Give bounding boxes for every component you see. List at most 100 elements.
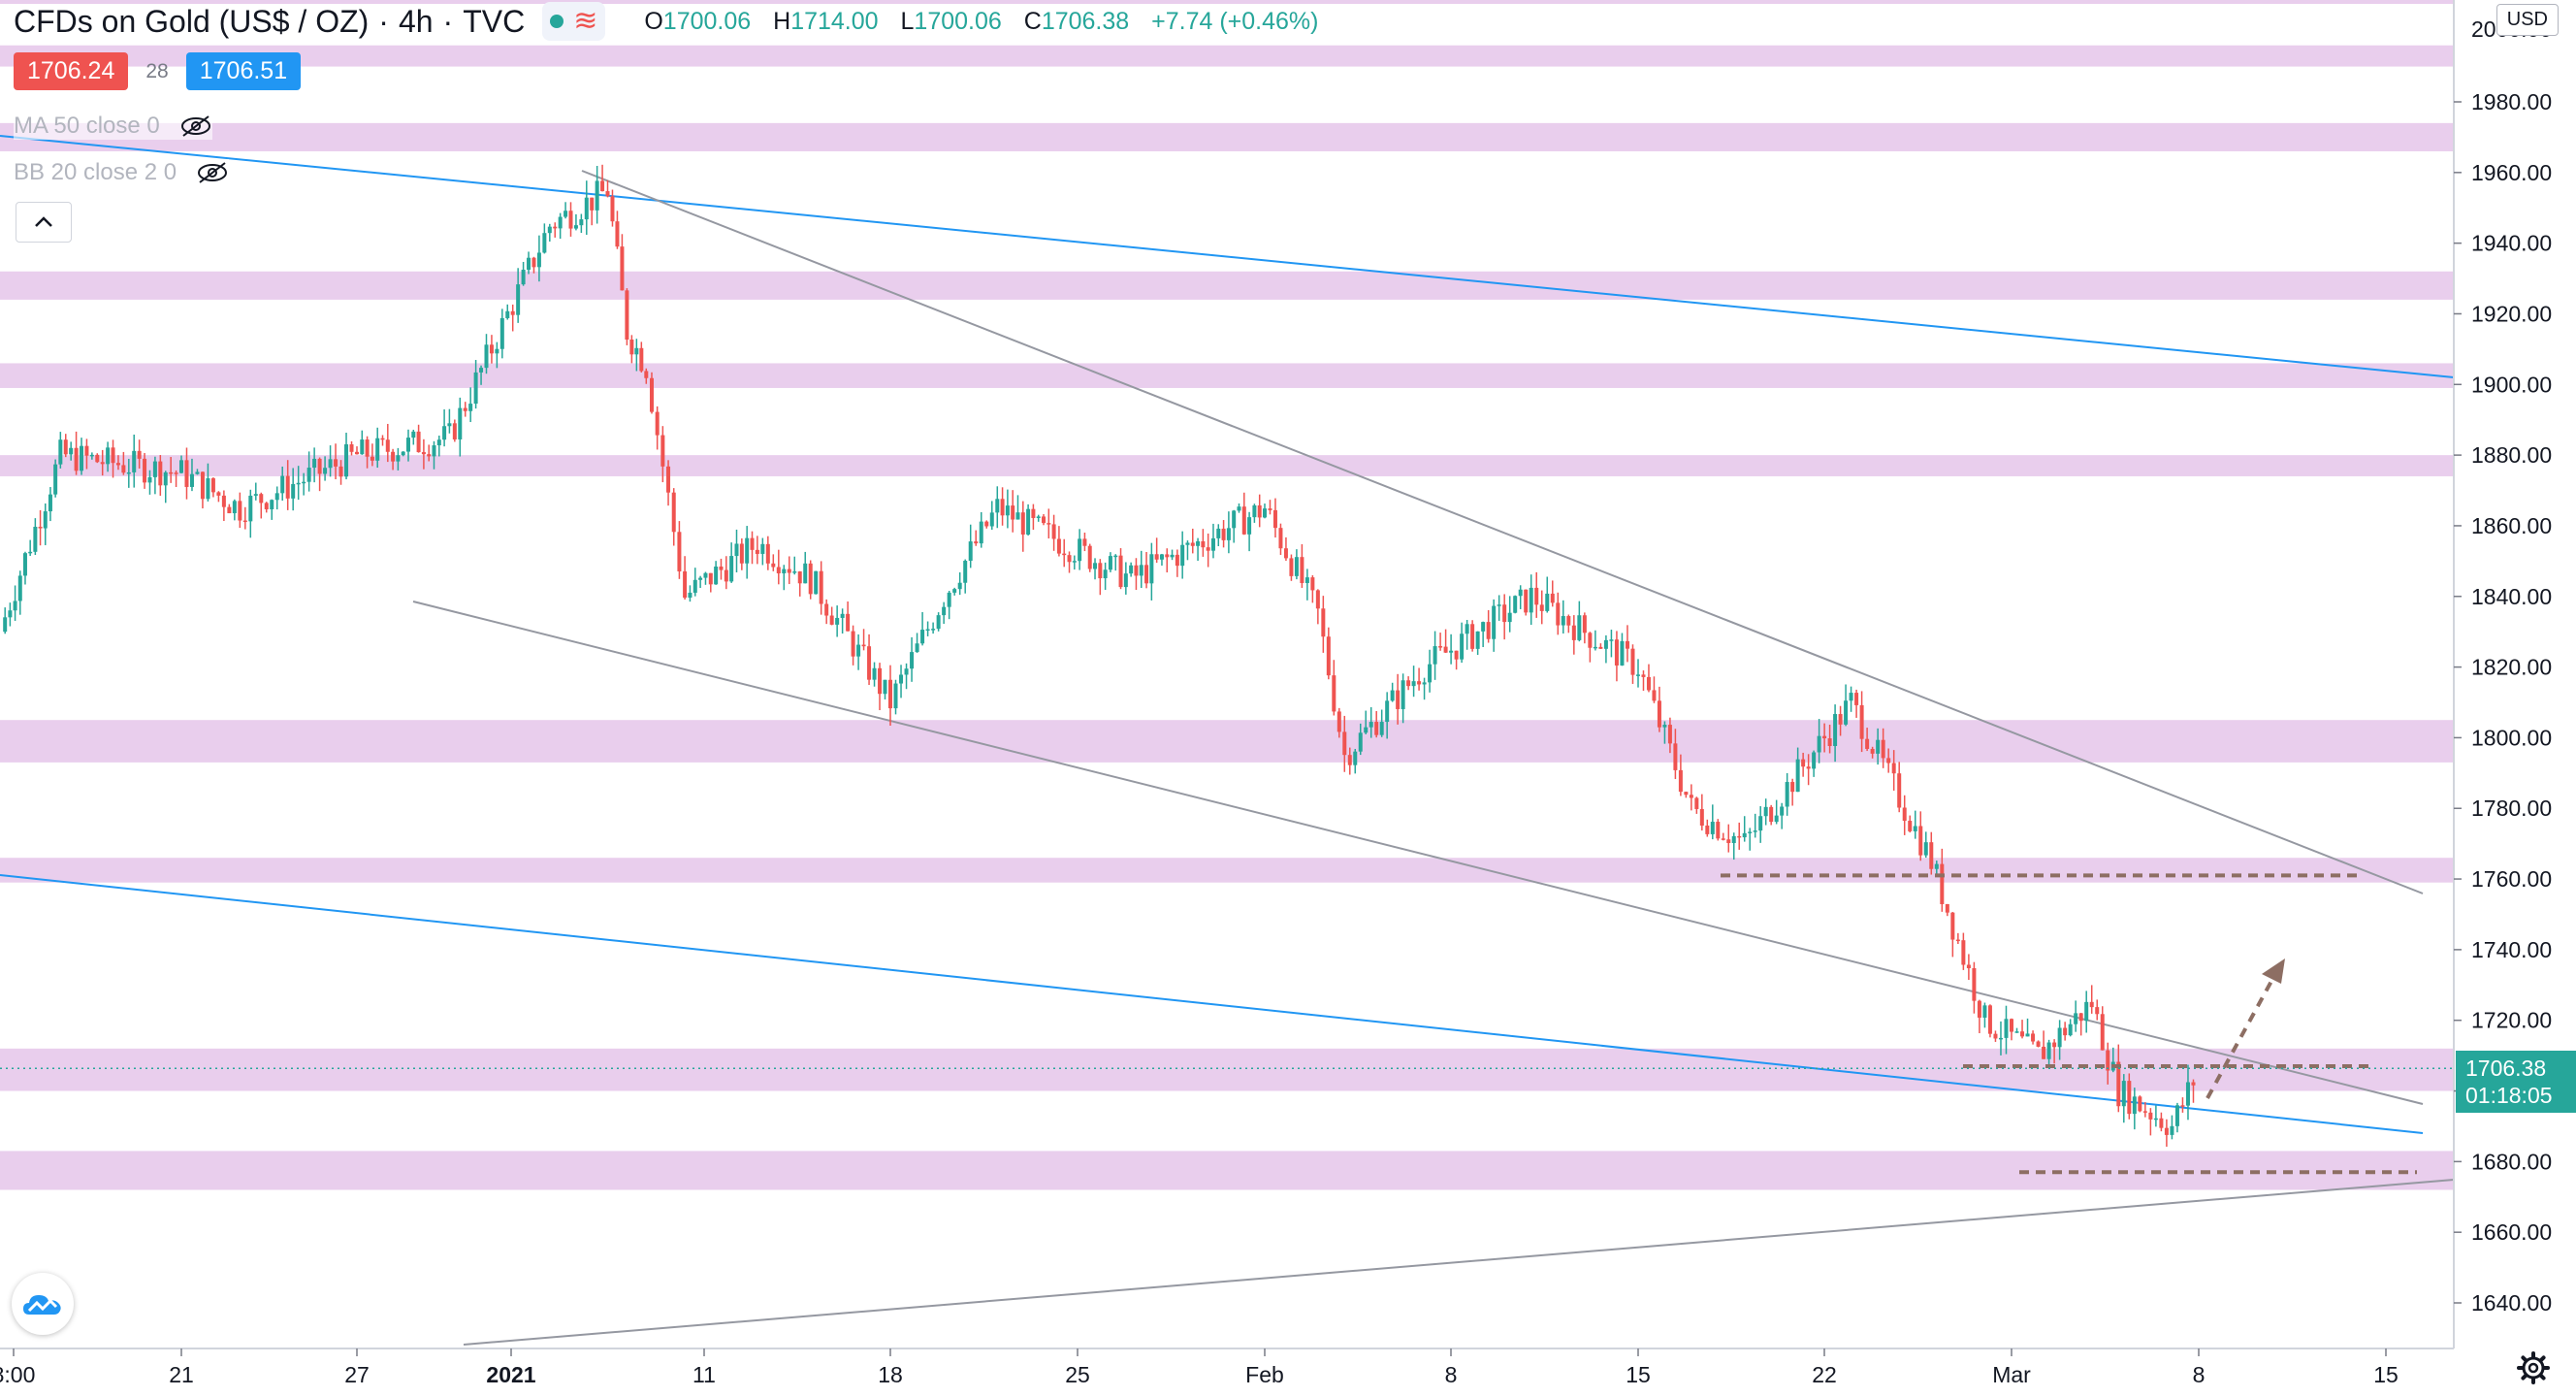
candle-body	[2074, 1013, 2078, 1024]
trendline-upper-blue[interactable]	[0, 135, 2455, 378]
candle-body	[132, 450, 137, 472]
bar-countdown: 01:18:05	[2465, 1083, 2553, 1108]
candle-body	[74, 447, 79, 471]
time-tick-label: Mar	[1992, 1362, 2031, 1387]
candle-body	[1518, 589, 1523, 597]
price-tick-label: 1960.00	[2471, 160, 2552, 185]
projection-arrow[interactable]	[2206, 973, 2277, 1099]
candle-body	[1801, 759, 1806, 767]
candle-body	[1657, 700, 1661, 728]
interval-label[interactable]: 4h	[398, 3, 434, 39]
candle-body	[13, 601, 17, 611]
candle-body	[1278, 528, 1283, 549]
candle-body	[1401, 680, 1405, 709]
indicator-bb[interactable]: BB 20 close 2 0	[14, 159, 230, 186]
candle-body	[1955, 939, 1960, 942]
candle-body	[2036, 1041, 2041, 1047]
sell-price-button[interactable]: 1706.24	[14, 52, 129, 90]
candle-body	[1390, 690, 1395, 701]
indicator-ma[interactable]: MA 50 close 0	[14, 113, 212, 140]
candle-body	[1470, 624, 1475, 649]
candle-body	[1347, 755, 1352, 765]
candle-body	[391, 451, 396, 462]
channel-upper-gray[interactable]	[581, 170, 2424, 894]
price-zones	[0, 0, 2454, 1190]
candle-body	[1154, 554, 1159, 560]
candle-body	[979, 521, 983, 544]
candle-body	[1721, 838, 1725, 840]
candle-body	[1406, 680, 1411, 687]
price-zone	[0, 45, 2454, 67]
candle-body	[1603, 639, 1608, 649]
currency-label[interactable]: USD	[2496, 4, 2559, 36]
candle-body	[63, 439, 68, 455]
collapse-legend-button[interactable]	[16, 202, 72, 243]
candle-body	[179, 460, 183, 473]
candle-body	[1641, 674, 1646, 677]
candle-body	[787, 569, 791, 573]
candle-body	[2014, 1031, 2019, 1033]
candle-body	[1870, 748, 1875, 754]
candle-body	[510, 310, 515, 315]
candle-body	[349, 444, 354, 452]
annotations[interactable]	[0, 873, 2454, 1175]
candle-body	[1180, 544, 1185, 567]
candle-body	[121, 465, 126, 473]
candle-body	[1020, 512, 1025, 535]
candle-body	[253, 494, 258, 496]
separator: ·	[378, 3, 389, 39]
candle-body	[1304, 577, 1309, 583]
candle-body	[1031, 508, 1036, 518]
candle-body	[1652, 690, 1657, 701]
candle-body	[1609, 639, 1614, 641]
candle-body	[814, 570, 819, 595]
time-tick-label: 8:00	[0, 1362, 35, 1387]
candle-body	[840, 613, 845, 618]
candle-body	[666, 466, 671, 493]
buy-price-button[interactable]: 1706.51	[185, 52, 302, 90]
candle-body	[1241, 506, 1246, 535]
legend-header[interactable]: CFDs on Gold (US$ / OZ) · 4h · TVC ≋ O17…	[14, 2, 1334, 41]
candle-body	[1315, 590, 1320, 609]
candle-body	[1108, 556, 1112, 570]
candle-body	[1854, 693, 1859, 705]
candle-body	[1737, 835, 1742, 838]
candle-body	[703, 572, 708, 578]
gear-icon[interactable]	[2516, 1350, 2551, 1385]
candle-body	[573, 225, 578, 229]
candle-body	[957, 582, 962, 590]
candle-body	[447, 423, 452, 427]
eye-hidden-icon[interactable]	[196, 161, 229, 184]
market-status[interactable]: ≋	[542, 2, 606, 41]
candle-body	[1342, 731, 1347, 756]
candle-body	[1716, 822, 1721, 839]
candle-body	[867, 646, 872, 680]
symbol-name[interactable]: CFDs on Gold (US$ / OZ)	[14, 3, 370, 39]
candle-body	[1221, 528, 1226, 540]
candle-body	[2180, 1105, 2185, 1107]
candle-body	[1036, 516, 1041, 518]
candle-body	[719, 566, 724, 570]
price-tick-label: 1660.00	[2471, 1219, 2552, 1245]
candle-body	[406, 438, 410, 452]
candle-body	[2170, 1125, 2174, 1135]
trendline-lower-blue[interactable]	[0, 874, 2424, 1134]
candle-body	[17, 575, 22, 601]
quote-row[interactable]: 1706.24 28 1706.51	[14, 52, 302, 90]
candle-body	[1529, 587, 1533, 613]
candle-body	[195, 471, 200, 474]
candle-body	[1428, 664, 1433, 683]
candle-body	[931, 629, 936, 631]
channel-lower-gray[interactable]	[412, 601, 2424, 1105]
candle-body	[527, 257, 531, 271]
candle-body	[436, 439, 441, 446]
eye-hidden-icon[interactable]	[179, 114, 212, 138]
candle-body	[1886, 758, 1891, 763]
separator: ·	[442, 3, 454, 39]
support-trendline-gray[interactable]	[463, 1179, 2455, 1346]
tradingview-logo[interactable]	[12, 1273, 74, 1335]
candle-body	[2191, 1082, 2196, 1086]
candle-body	[1460, 634, 1465, 660]
